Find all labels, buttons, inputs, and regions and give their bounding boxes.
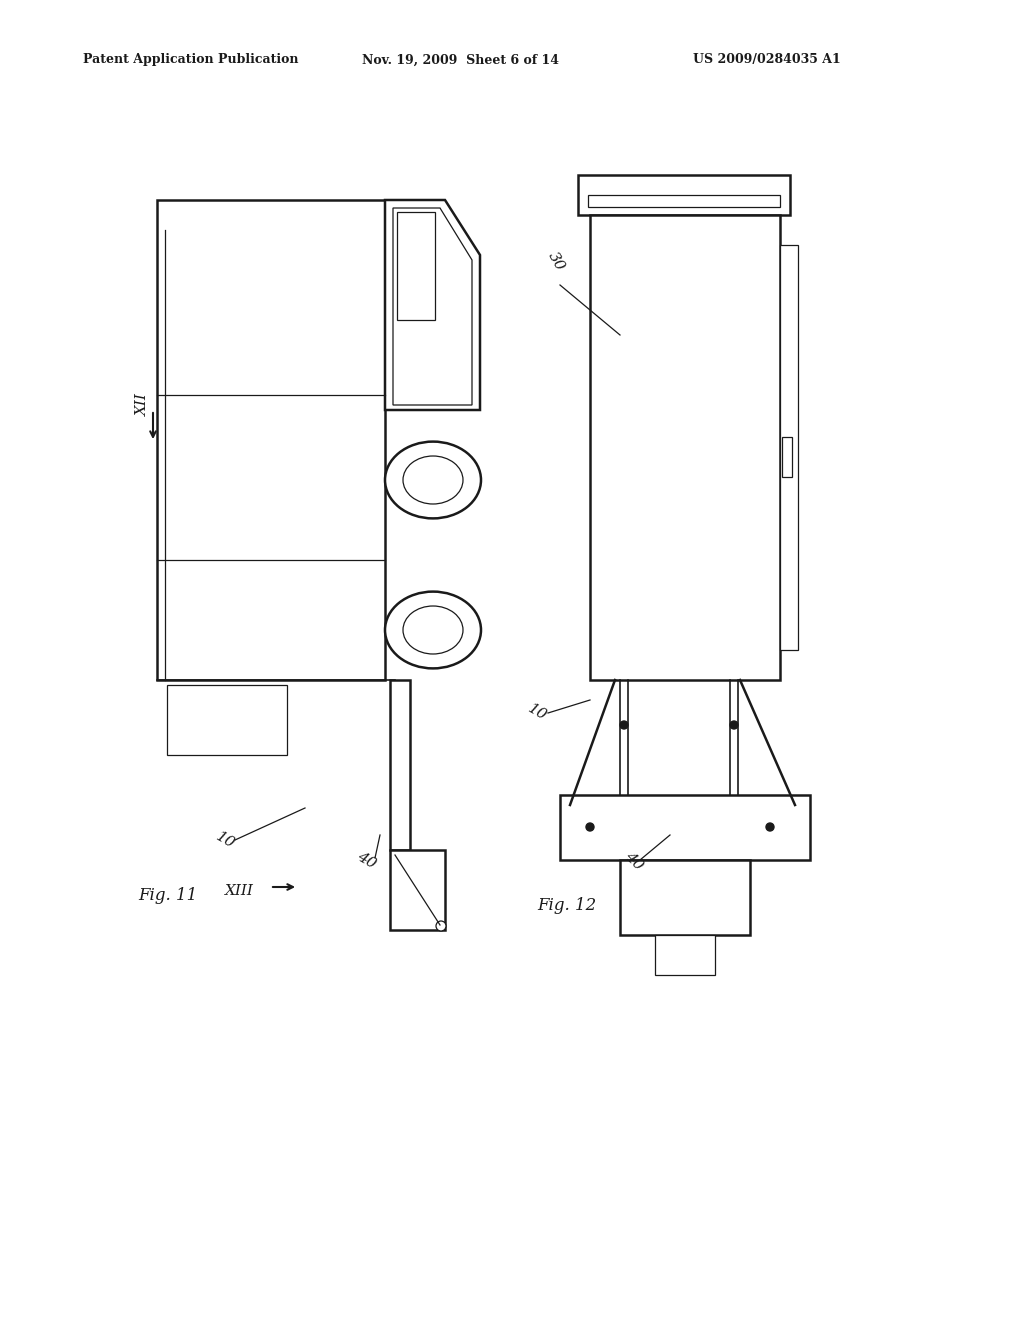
Text: US 2009/0284035 A1: US 2009/0284035 A1 bbox=[693, 54, 841, 66]
Bar bbox=[167, 685, 287, 755]
Text: 10: 10 bbox=[525, 701, 549, 723]
Ellipse shape bbox=[385, 442, 481, 519]
Bar bbox=[157, 201, 385, 680]
Bar bbox=[390, 850, 445, 931]
Ellipse shape bbox=[385, 591, 481, 668]
Bar bbox=[620, 861, 750, 935]
Text: 40: 40 bbox=[355, 849, 379, 871]
Bar bbox=[590, 215, 780, 680]
Bar bbox=[560, 795, 810, 861]
Text: Nov. 19, 2009  Sheet 6 of 14: Nov. 19, 2009 Sheet 6 of 14 bbox=[362, 54, 559, 66]
Circle shape bbox=[436, 921, 446, 931]
Bar bbox=[655, 935, 715, 975]
Text: 10: 10 bbox=[213, 829, 237, 851]
Text: XII: XII bbox=[136, 393, 150, 416]
Text: 40: 40 bbox=[622, 849, 646, 873]
Text: Fig. 11: Fig. 11 bbox=[138, 887, 198, 904]
Ellipse shape bbox=[403, 606, 463, 653]
Bar bbox=[578, 176, 790, 215]
Text: 30: 30 bbox=[545, 249, 567, 273]
Text: Patent Application Publication: Patent Application Publication bbox=[83, 54, 299, 66]
Polygon shape bbox=[385, 201, 480, 411]
Bar bbox=[780, 246, 798, 649]
Bar bbox=[782, 437, 792, 477]
Circle shape bbox=[766, 822, 774, 832]
Ellipse shape bbox=[403, 455, 463, 504]
Polygon shape bbox=[397, 213, 435, 319]
Text: XIII: XIII bbox=[225, 884, 254, 898]
Bar bbox=[588, 195, 780, 207]
Text: Fig. 12: Fig. 12 bbox=[537, 898, 596, 913]
Circle shape bbox=[586, 822, 594, 832]
Circle shape bbox=[620, 721, 628, 729]
Bar bbox=[390, 680, 410, 850]
Polygon shape bbox=[393, 209, 472, 405]
Circle shape bbox=[730, 721, 738, 729]
